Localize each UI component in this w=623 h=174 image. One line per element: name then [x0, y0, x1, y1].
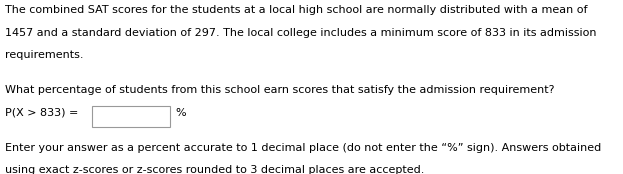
Text: Enter your answer as a percent accurate to 1 decimal place (do not enter the “%”: Enter your answer as a percent accurate …: [5, 143, 601, 153]
Text: requirements.: requirements.: [5, 50, 83, 60]
Text: %: %: [175, 108, 186, 118]
FancyBboxPatch shape: [92, 106, 170, 127]
Text: What percentage of students from this school earn scores that satisfy the admiss: What percentage of students from this sc…: [5, 85, 554, 95]
Text: The combined SAT scores for the students at a local high school are normally dis: The combined SAT scores for the students…: [5, 5, 587, 15]
Text: 1457 and a standard deviation of 297. The local college includes a minimum score: 1457 and a standard deviation of 297. Th…: [5, 28, 596, 38]
Text: P(X > 833) =: P(X > 833) =: [5, 108, 78, 118]
Text: using exact z-scores or z-scores rounded to 3 decimal places are accepted.: using exact z-scores or z-scores rounded…: [5, 165, 424, 174]
